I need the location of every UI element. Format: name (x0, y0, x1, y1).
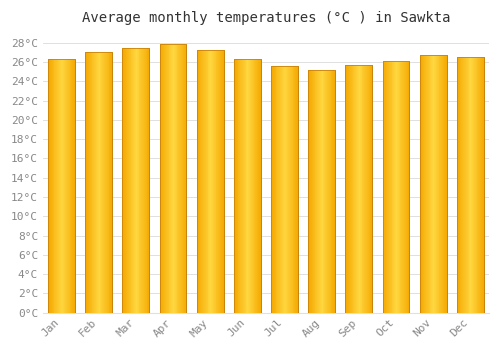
Bar (160, 44, 186, 313)
Bar (271, 66, 298, 313)
Bar (308, 70, 335, 313)
Bar (457, 57, 483, 313)
Bar (346, 65, 372, 313)
Bar (382, 61, 409, 313)
Bar (271, 66, 298, 313)
Bar (48, 59, 75, 313)
Bar (86, 52, 112, 313)
Bar (48, 59, 75, 313)
Bar (122, 48, 149, 313)
Bar (420, 55, 446, 313)
Title: Average monthly temperatures (°C ) in Sawkta: Average monthly temperatures (°C ) in Sa… (82, 11, 450, 25)
Bar (197, 50, 224, 313)
Bar (234, 59, 260, 313)
Bar (382, 61, 409, 313)
Bar (308, 70, 335, 313)
Bar (197, 50, 224, 313)
Bar (234, 59, 260, 313)
Bar (346, 65, 372, 313)
Bar (122, 48, 149, 313)
Bar (457, 57, 483, 313)
Bar (86, 52, 112, 313)
Bar (160, 44, 186, 313)
Bar (420, 55, 446, 313)
